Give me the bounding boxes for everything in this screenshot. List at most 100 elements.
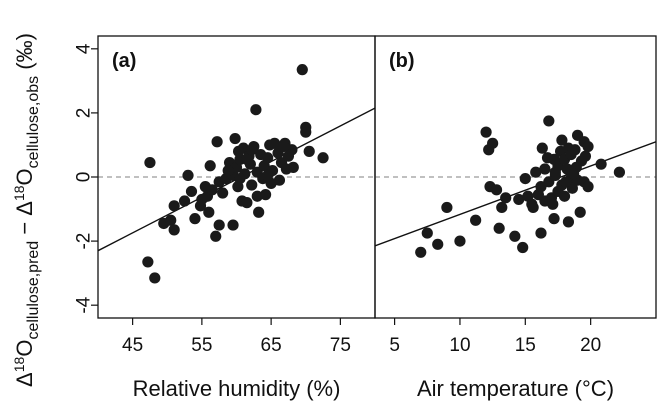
data-point xyxy=(595,158,607,170)
y-tick-label: 2 xyxy=(74,108,95,119)
data-point xyxy=(496,201,508,214)
data-point xyxy=(211,136,223,148)
x-tick-label: 10 xyxy=(449,335,470,356)
data-point xyxy=(480,126,492,138)
data-point xyxy=(142,256,154,268)
regression-line xyxy=(375,141,656,247)
data-point xyxy=(487,137,499,149)
x-axis-label: Relative humidity (%) xyxy=(133,376,341,401)
panel-frame xyxy=(374,35,657,319)
data-point xyxy=(168,224,180,236)
data-point xyxy=(493,222,505,234)
data-point xyxy=(273,174,286,186)
data-point xyxy=(287,161,299,173)
data-point xyxy=(189,213,201,225)
y-axis-label: Δ18Ocellulose,pred − Δ18Ocellulose,obs (… xyxy=(11,33,42,387)
data-point xyxy=(296,64,308,76)
data-point xyxy=(268,137,281,149)
x-tick-label: 20 xyxy=(580,335,601,356)
data-point xyxy=(194,200,207,212)
data-point xyxy=(548,213,560,225)
data-point xyxy=(185,185,198,198)
data-point xyxy=(582,140,594,153)
data-point xyxy=(509,230,521,242)
data-point xyxy=(227,219,239,231)
data-point xyxy=(490,184,503,196)
data-point xyxy=(582,181,594,193)
data-point xyxy=(541,152,554,164)
data-point xyxy=(251,190,263,202)
data-point xyxy=(234,173,246,185)
data-point xyxy=(144,156,156,169)
data-point xyxy=(562,216,575,228)
data-point xyxy=(277,140,290,153)
x-tick-label: 15 xyxy=(515,335,536,356)
data-point xyxy=(539,163,551,175)
data-point xyxy=(517,241,529,254)
data-point xyxy=(547,198,559,210)
data-point xyxy=(246,179,258,191)
data-point xyxy=(613,166,626,178)
data-point xyxy=(165,214,177,226)
x-tick-label: 5 xyxy=(389,335,400,356)
data-point xyxy=(568,168,580,180)
data-point xyxy=(149,272,161,284)
data-point xyxy=(560,176,572,188)
data-point xyxy=(303,145,315,157)
panel-a: 45 55 65 75 (a) Relative humidity (%) -4 -2 0 2 4 xyxy=(74,35,376,401)
data-point xyxy=(556,134,568,146)
data-point xyxy=(206,184,218,196)
data-point xyxy=(259,189,272,201)
data-point xyxy=(210,230,222,242)
data-point xyxy=(262,152,274,164)
y-tick-label: 0 xyxy=(74,172,95,183)
panel-label: (b) xyxy=(389,50,415,72)
panel-b: 5 10 15 20 (b) Air temperature (°C) xyxy=(374,35,657,401)
data-point xyxy=(454,235,466,247)
data-point xyxy=(535,181,547,193)
panel-label: (a) xyxy=(112,50,136,72)
x-tick-label: 75 xyxy=(330,335,351,356)
x-tick-label: 55 xyxy=(191,335,212,356)
data-point xyxy=(178,195,191,207)
data-point xyxy=(527,201,539,214)
data-point xyxy=(300,126,312,138)
data-point xyxy=(229,132,241,145)
data-point xyxy=(530,166,542,178)
data-point xyxy=(204,160,216,172)
data-point xyxy=(536,142,548,154)
data-point xyxy=(250,104,262,116)
data-point xyxy=(569,144,581,156)
data-point xyxy=(415,246,427,258)
data-point xyxy=(262,169,274,181)
data-point xyxy=(470,214,482,226)
data-point xyxy=(500,192,512,204)
data-point xyxy=(519,173,531,185)
data-point xyxy=(574,206,586,218)
data-point xyxy=(317,152,329,164)
data-point xyxy=(549,166,561,178)
y-tick-label: -2 xyxy=(74,233,95,250)
data-point xyxy=(241,153,253,165)
data-point xyxy=(232,145,245,157)
data-point xyxy=(558,190,571,202)
data-point xyxy=(543,115,555,127)
plot-area: 45 55 65 75(a)Relative humidity (%)-4-20245… xyxy=(74,35,657,401)
data-point xyxy=(222,164,234,177)
data-point xyxy=(241,197,253,209)
x-tick-label: 45 xyxy=(122,335,143,356)
data-point xyxy=(579,150,592,162)
data-point xyxy=(203,206,215,218)
x-tick-label: 65 xyxy=(261,335,282,356)
data-point xyxy=(421,227,433,239)
data-point xyxy=(168,200,180,212)
data-point xyxy=(432,238,444,250)
data-point xyxy=(182,169,194,181)
y-tick-label: -4 xyxy=(74,296,95,313)
data-point xyxy=(513,193,525,206)
data-point xyxy=(253,206,265,218)
x-axis-label: Air temperature (°C) xyxy=(417,376,614,401)
data-point xyxy=(441,201,453,214)
data-point xyxy=(213,219,225,231)
